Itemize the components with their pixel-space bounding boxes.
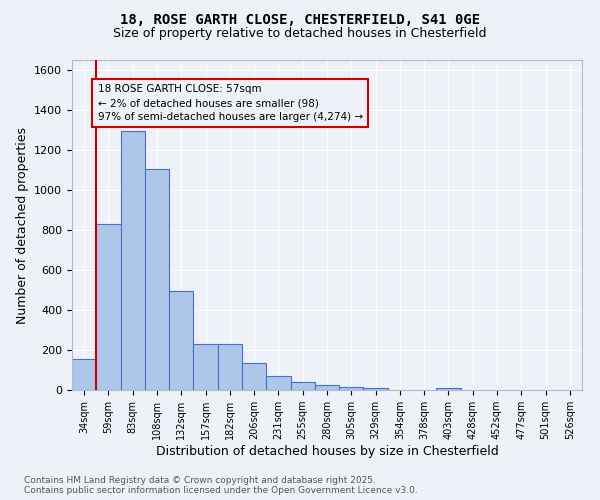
Text: 18 ROSE GARTH CLOSE: 57sqm
← 2% of detached houses are smaller (98)
97% of semi-: 18 ROSE GARTH CLOSE: 57sqm ← 2% of detac… xyxy=(97,84,362,122)
Bar xyxy=(169,291,193,390)
X-axis label: Distribution of detached houses by size in Chesterfield: Distribution of detached houses by size … xyxy=(155,445,499,458)
Y-axis label: Number of detached properties: Number of detached properties xyxy=(16,126,29,324)
Bar xyxy=(436,388,461,390)
Bar xyxy=(218,344,242,390)
Bar xyxy=(315,385,339,390)
Bar xyxy=(72,359,96,390)
Bar xyxy=(121,131,145,390)
Bar xyxy=(364,388,388,390)
Bar xyxy=(96,224,121,390)
Bar xyxy=(339,387,364,390)
Text: Contains HM Land Registry data © Crown copyright and database right 2025.
Contai: Contains HM Land Registry data © Crown c… xyxy=(24,476,418,495)
Bar xyxy=(242,363,266,390)
Bar xyxy=(266,376,290,390)
Text: 18, ROSE GARTH CLOSE, CHESTERFIELD, S41 0GE: 18, ROSE GARTH CLOSE, CHESTERFIELD, S41 … xyxy=(120,12,480,26)
Text: Size of property relative to detached houses in Chesterfield: Size of property relative to detached ho… xyxy=(113,28,487,40)
Bar xyxy=(145,169,169,390)
Bar xyxy=(193,344,218,390)
Bar xyxy=(290,382,315,390)
